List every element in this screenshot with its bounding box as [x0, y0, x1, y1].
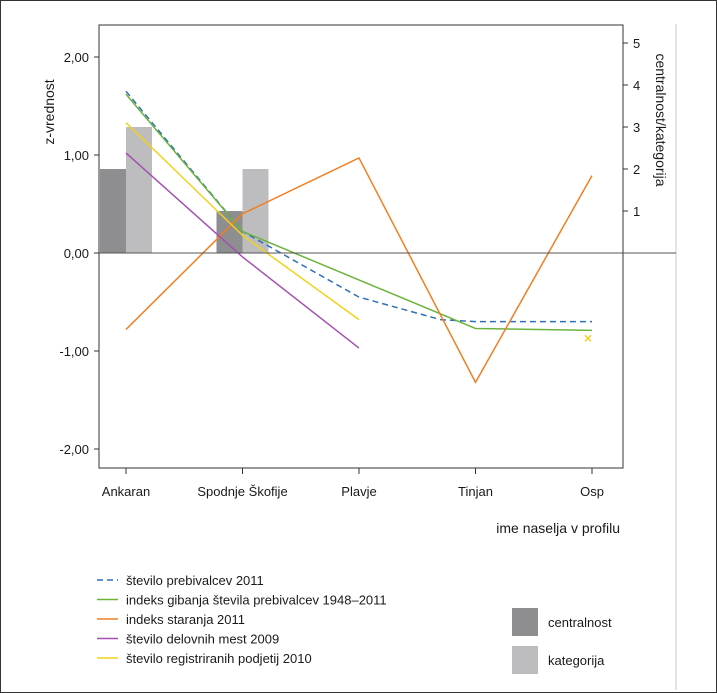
legend-label-kategorija: kategorija: [548, 653, 605, 668]
bar-kategorija: [126, 127, 152, 253]
series-line-4: [125, 152, 360, 349]
series-line-3: [125, 156, 593, 384]
x-tick-label: Ankaran: [102, 484, 150, 499]
legend-swatch-kategorija: [512, 646, 538, 674]
x-axis: Ankaran Spodnje Škofije Plavje Tinjan Osp: [102, 468, 604, 499]
legend-swatch-centralnost: [512, 608, 538, 636]
y-axis: 2,00 1,00 0,00 -1,00 -2,00: [59, 50, 99, 457]
y-tick-label: 2,00: [64, 50, 89, 65]
x-axis-title: ime naselja v profilu: [496, 520, 620, 536]
y2-axis-title: centralnost/kategorija: [653, 53, 669, 186]
x-tick-label: Osp: [580, 484, 604, 499]
bar-centralnost: [100, 169, 126, 253]
legend-label: indeks gibanja števila prebivalcev 1948–…: [126, 593, 387, 608]
y2-axis: 5 4 3 2 1: [623, 36, 640, 219]
y2-tick-label: 1: [633, 204, 640, 219]
y2-tick-label: 2: [633, 162, 640, 177]
x-tick-label: Tinjan: [458, 484, 493, 499]
legend-label-centralnost: centralnost: [548, 615, 612, 630]
series-line-5: [125, 122, 360, 321]
x-tick-label: Spodnje Škofije: [197, 484, 287, 499]
y-tick-label: -2,00: [59, 442, 89, 457]
yellow-marker-stroke-b: [584, 334, 592, 342]
x-tick-label: Plavje: [341, 484, 376, 499]
y-tick-label: -1,00: [59, 344, 89, 359]
y2-tick-label: 3: [633, 120, 640, 135]
legend-label: indeks staranja 2011: [126, 612, 245, 627]
bars-layer: [100, 127, 269, 253]
y2-tick-label: 4: [633, 78, 640, 93]
y-axis-title: z-vrednost: [41, 79, 57, 144]
lines-layer: [125, 90, 593, 384]
y2-tick-label: 5: [633, 36, 640, 51]
series-line-2: [125, 93, 593, 332]
legend-label: število delovnih mest 2009: [126, 632, 279, 647]
legend: število prebivalcev 2011 indeks gibanja š…: [97, 573, 387, 666]
plot-area: [98, 24, 624, 469]
legend-label: število prebivalcev 2011: [126, 573, 264, 588]
y-tick-label: 0,00: [64, 246, 89, 261]
legend-label: število registriranih podjetij 2010: [126, 651, 312, 666]
y-tick-label: 1,00: [64, 148, 89, 163]
